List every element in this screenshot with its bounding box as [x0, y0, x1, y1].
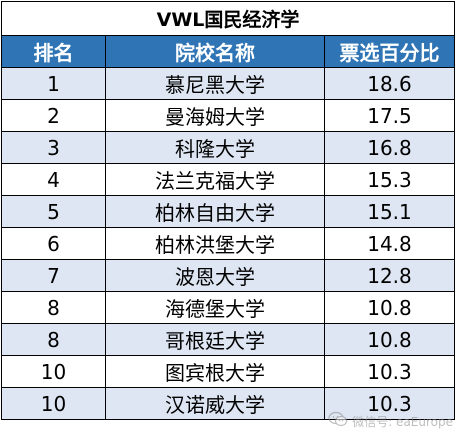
table-row: 7 波恩大学 12.8	[1, 259, 456, 292]
table-title-row: VWL国民经济学	[0, 1, 456, 36]
table-row: 8 哥根廷大学 10.8	[1, 323, 456, 356]
school-name-cell: 柏林自由大学	[105, 195, 325, 228]
ranking-table: VWL国民经济学 排名 院校名称 票选百分比 1 慕尼黑大学 18.6 2 曼海…	[0, 1, 456, 420]
table-row: 2 曼海姆大学 17.5	[1, 99, 456, 132]
vote-percentage-cell: 10.8	[323, 323, 456, 356]
vote-percentage-cell: 10.3	[323, 355, 456, 388]
header-rank: 排名	[1, 35, 106, 68]
header-vote-percentage: 票选百分比	[323, 35, 456, 68]
rank-cell: 2	[1, 99, 106, 132]
rank-cell: 8	[1, 323, 106, 356]
vote-percentage-cell: 16.8	[323, 131, 456, 164]
table-row: 8 海德堡大学 10.8	[1, 291, 456, 324]
rank-cell: 4	[1, 163, 106, 196]
rank-cell: 7	[1, 259, 106, 292]
school-name-cell: 波恩大学	[105, 259, 325, 292]
vote-percentage-cell: 10.8	[323, 291, 456, 324]
header-school-name: 院校名称	[105, 35, 325, 68]
rank-cell: 3	[1, 131, 106, 164]
table-row: 10 汉诺威大学 10.3	[1, 387, 456, 420]
table-row: 5 柏林自由大学 15.1	[1, 195, 456, 228]
table-row: 6 柏林洪堡大学 14.8	[1, 227, 456, 260]
vote-percentage-cell: 12.8	[323, 259, 456, 292]
school-name-cell: 曼海姆大学	[105, 99, 325, 132]
vote-percentage-cell: 18.6	[323, 67, 456, 100]
vote-percentage-cell: 15.1	[323, 195, 456, 228]
school-name-cell: 图宾根大学	[105, 355, 325, 388]
school-name-cell: 汉诺威大学	[105, 387, 325, 420]
table-row: 1 慕尼黑大学 18.6	[1, 67, 456, 100]
table-row: 4 法兰克福大学 15.3	[1, 163, 456, 196]
table-row: 3 科隆大学 16.8	[1, 131, 456, 164]
school-name-cell: 法兰克福大学	[105, 163, 325, 196]
school-name-cell: 柏林洪堡大学	[105, 227, 325, 260]
vote-percentage-cell: 15.3	[323, 163, 456, 196]
rank-cell: 5	[1, 195, 106, 228]
rank-cell: 10	[1, 387, 106, 420]
vote-percentage-cell: 14.8	[323, 227, 456, 260]
vote-percentage-cell: 10.3	[323, 387, 456, 420]
table-header-row: 排名 院校名称 票选百分比	[1, 35, 456, 68]
vote-percentage-cell: 17.5	[323, 99, 456, 132]
school-name-cell: 哥根廷大学	[105, 323, 325, 356]
rank-cell: 8	[1, 291, 106, 324]
table-title: VWL国民经济学	[0, 1, 456, 36]
rank-cell: 10	[1, 355, 106, 388]
rank-cell: 6	[1, 227, 106, 260]
school-name-cell: 慕尼黑大学	[105, 67, 325, 100]
table-body: 1 慕尼黑大学 18.6 2 曼海姆大学 17.5 3 科隆大学 16.8 4 …	[1, 67, 456, 420]
rank-cell: 1	[1, 67, 106, 100]
table-row: 10 图宾根大学 10.3	[1, 355, 456, 388]
school-name-cell: 科隆大学	[105, 131, 325, 164]
school-name-cell: 海德堡大学	[105, 291, 325, 324]
